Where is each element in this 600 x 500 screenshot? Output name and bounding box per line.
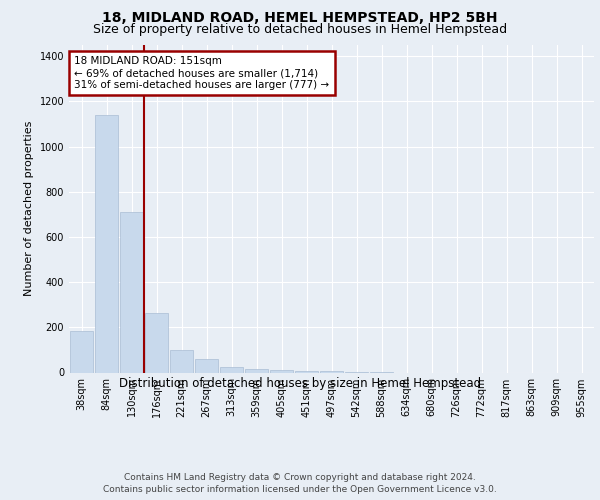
Text: 18 MIDLAND ROAD: 151sqm
← 69% of detached houses are smaller (1,714)
31% of semi: 18 MIDLAND ROAD: 151sqm ← 69% of detache…	[74, 56, 329, 90]
Bar	[145, 312, 168, 372]
Bar	[170, 350, 193, 372]
Bar	[245, 369, 268, 372]
Bar	[70, 330, 93, 372]
Bar	[120, 212, 143, 372]
Text: Contains HM Land Registry data © Crown copyright and database right 2024.
Contai: Contains HM Land Registry data © Crown c…	[103, 472, 497, 494]
Bar	[95, 115, 118, 372]
Text: 18, MIDLAND ROAD, HEMEL HEMPSTEAD, HP2 5BH: 18, MIDLAND ROAD, HEMEL HEMPSTEAD, HP2 5…	[102, 11, 498, 25]
Bar	[270, 370, 293, 372]
Bar	[195, 359, 218, 372]
Text: Size of property relative to detached houses in Hemel Hempstead: Size of property relative to detached ho…	[93, 22, 507, 36]
Bar	[295, 370, 318, 372]
Bar	[220, 367, 243, 372]
Text: Distribution of detached houses by size in Hemel Hempstead: Distribution of detached houses by size …	[119, 378, 481, 390]
Y-axis label: Number of detached properties: Number of detached properties	[24, 121, 34, 296]
